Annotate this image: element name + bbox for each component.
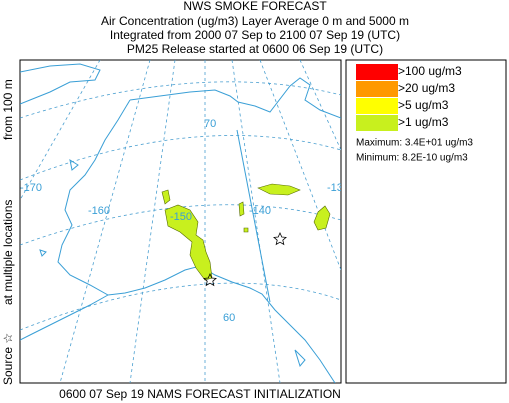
title: NWS SMOKE FORECAST (183, 0, 327, 13)
grid-label: -160 (88, 205, 110, 217)
legend: Maximum: 3.4E+01 ug/m3 Minimum: 8.2E-10 … (345, 59, 507, 384)
coastline (20, 63, 341, 383)
grid-label: -170 (20, 182, 42, 194)
footer: 0600 07 Sep 19 NAMS FORECAST INITIALIZAT… (59, 387, 341, 401)
legend-swatch (356, 98, 398, 114)
source-text: from 100 m (1, 79, 15, 140)
source-star (203, 273, 217, 287)
maximum: Maximum: 3.4E+01 ug/m3 (356, 138, 473, 149)
grid-label: 70 (204, 118, 216, 130)
source-markers (203, 232, 287, 287)
grid-label: 60 (223, 312, 235, 324)
legend-swatch (356, 64, 398, 80)
source-label: Source ☆ at multiple locations from 100 … (1, 79, 15, 385)
smoke-plumes (161, 183, 331, 281)
source-text: Source ☆ (1, 333, 15, 385)
subtitle: PM25 Release started at 0600 06 Sep 19 (… (127, 42, 383, 56)
source-star (273, 232, 287, 246)
legend-label: >100 ug/m3 (398, 64, 462, 78)
legend-swatch (356, 115, 398, 131)
grid-label: -130 (327, 182, 349, 194)
minimum: Minimum: 8.2E-10 ug/m3 (356, 153, 468, 164)
legend-label: >5 ug/m3 (398, 98, 449, 112)
legend-swatch (356, 81, 398, 97)
grid-label: -150 (170, 211, 192, 223)
map-clip: 70 -170 -160 -150 -140 -130 60 (20, 60, 349, 383)
source-text: at multiple locations (1, 200, 15, 305)
subtitle: Air Concentration (ug/m3) Layer Average … (101, 14, 409, 28)
map: 70 -170 -160 -150 -140 -130 60 (19, 59, 349, 384)
legend-label: >20 ug/m3 (398, 81, 455, 95)
grid-label: -140 (249, 205, 271, 217)
graticule (20, 60, 341, 383)
subtitle: Integrated from 2000 07 Sep to 2100 07 S… (110, 28, 400, 42)
legend-label: >1 ug/m3 (398, 115, 449, 129)
